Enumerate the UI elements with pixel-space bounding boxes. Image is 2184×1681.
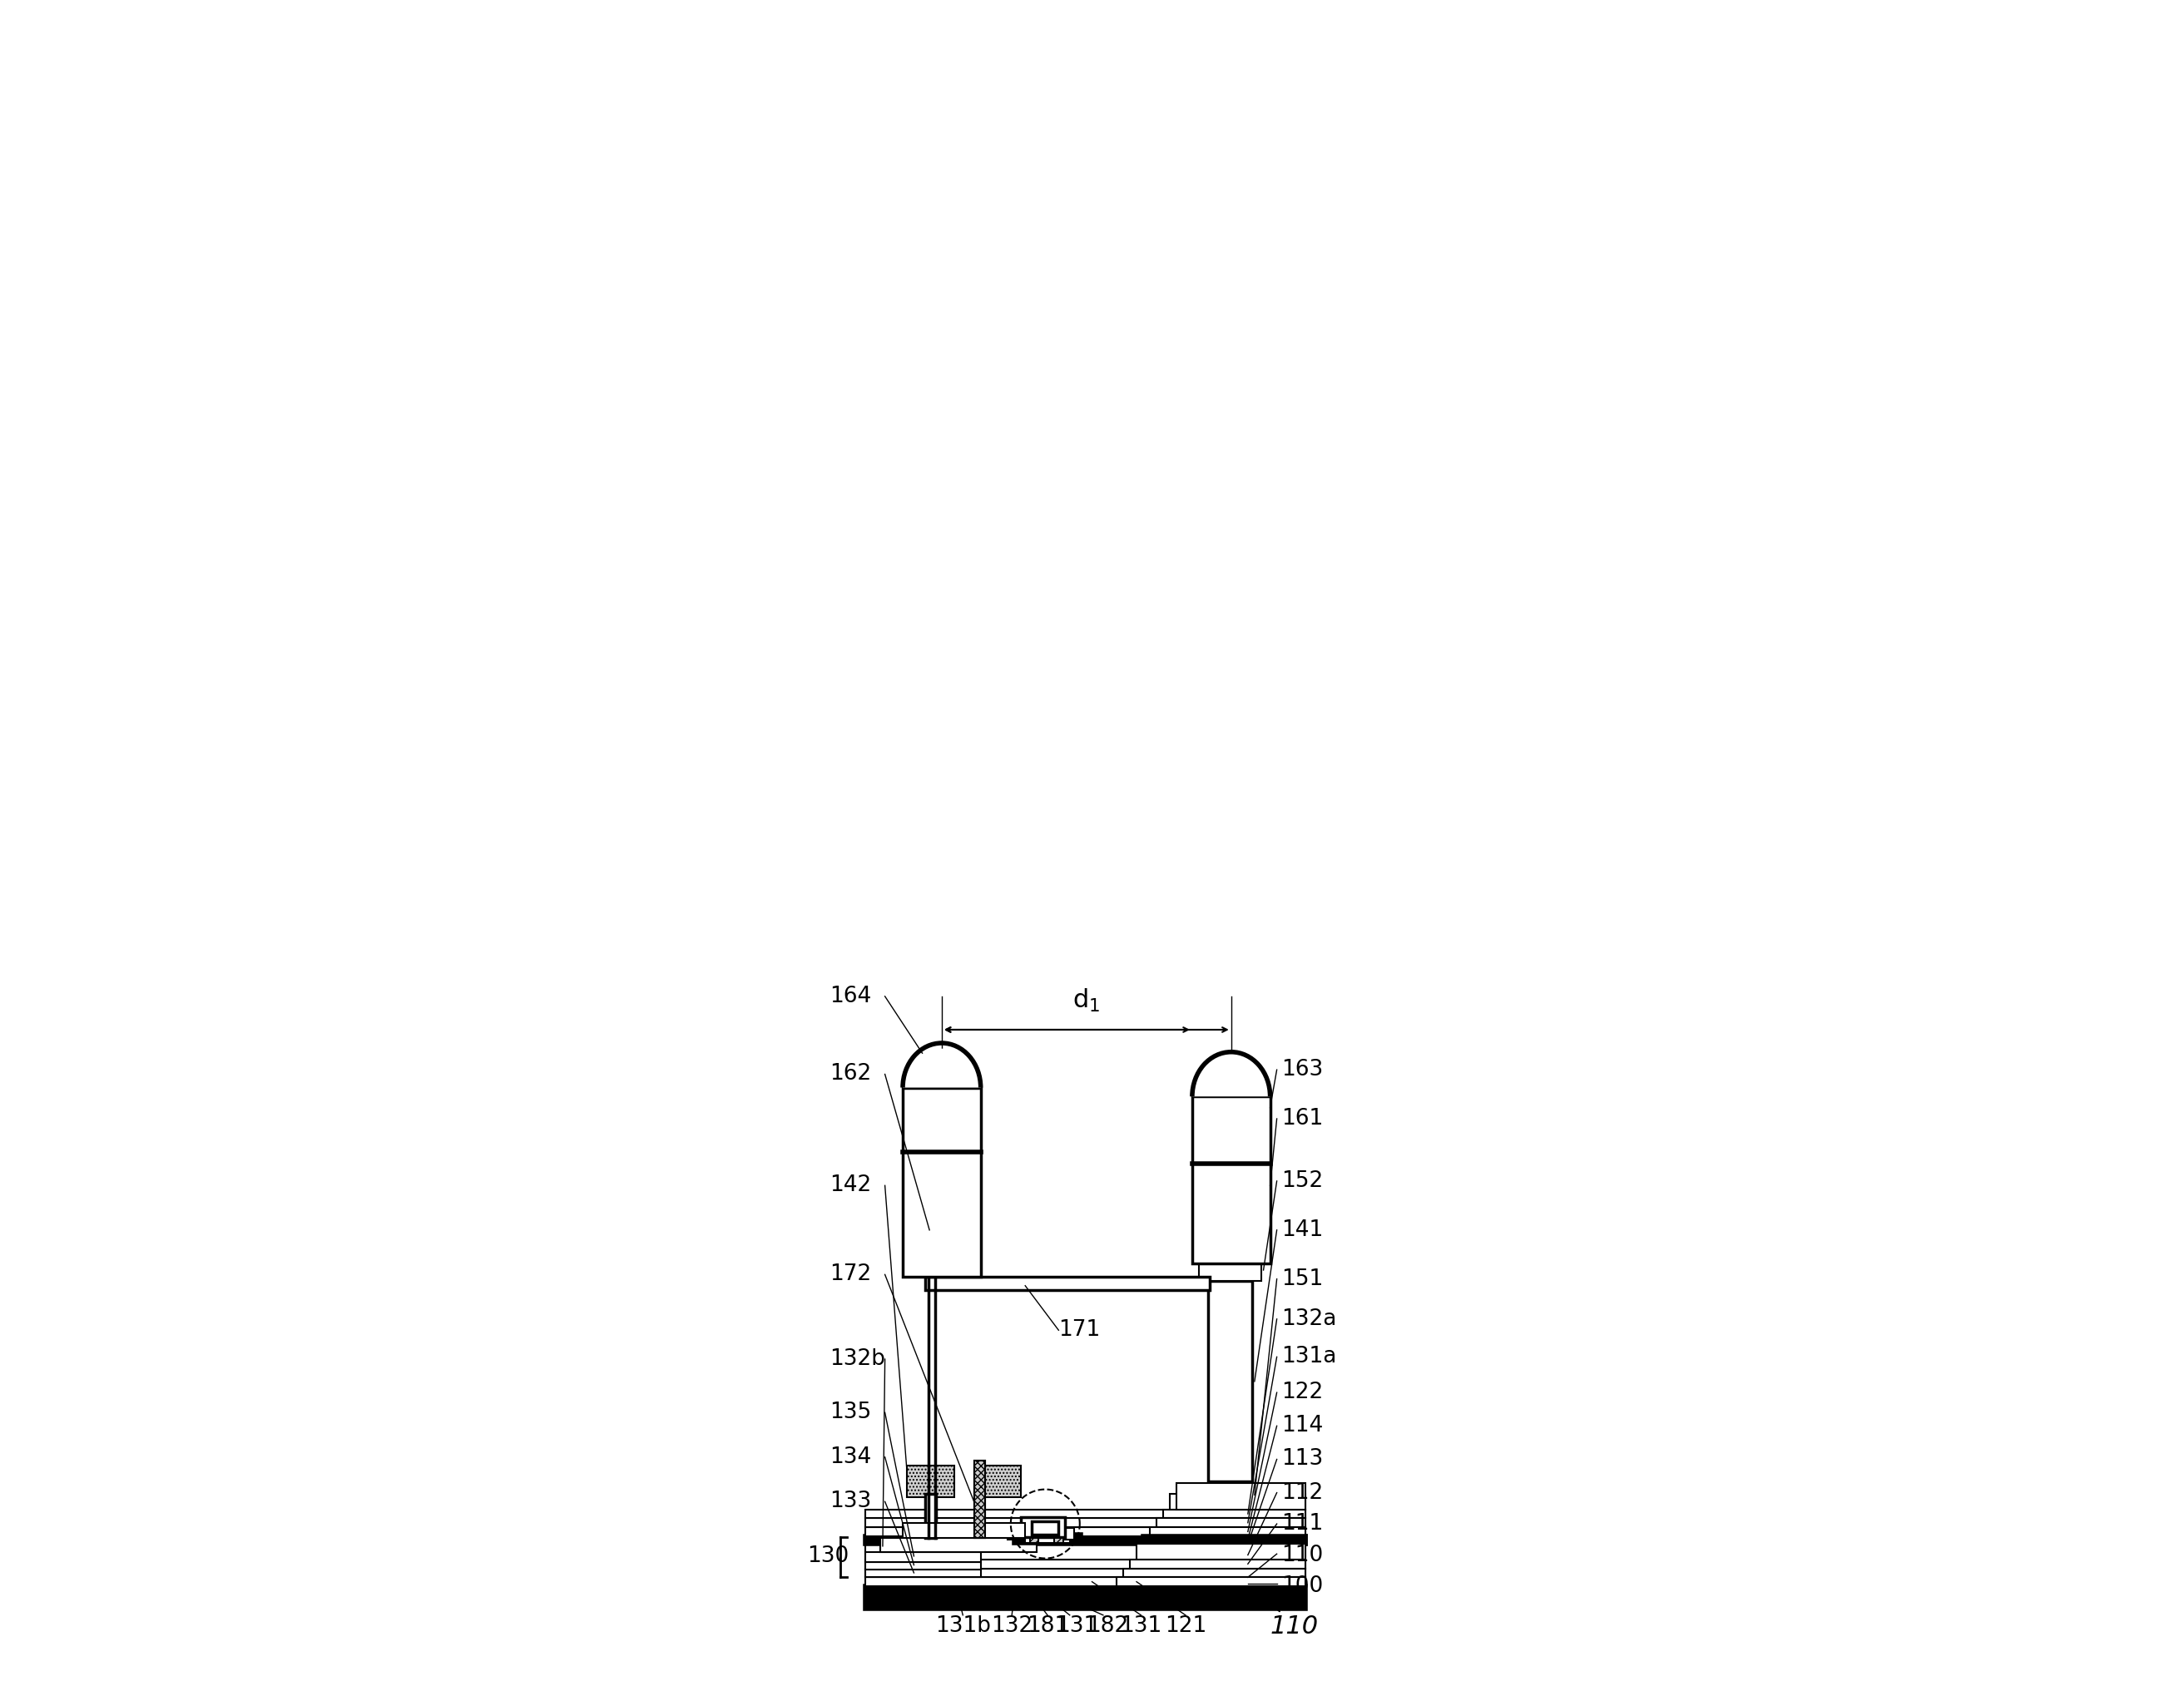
Text: 162: 162: [830, 1064, 871, 1084]
FancyBboxPatch shape: [880, 1538, 1037, 1552]
FancyBboxPatch shape: [865, 1587, 1306, 1609]
Text: 161: 161: [1282, 1108, 1324, 1130]
Text: 135: 135: [830, 1402, 871, 1424]
Text: 172: 172: [830, 1264, 871, 1286]
FancyBboxPatch shape: [906, 1466, 954, 1498]
Wedge shape: [902, 1049, 981, 1088]
Text: 171: 171: [1059, 1320, 1101, 1341]
Text: 181: 181: [1026, 1615, 1068, 1637]
FancyBboxPatch shape: [1055, 1538, 1064, 1543]
FancyBboxPatch shape: [865, 1570, 981, 1577]
FancyBboxPatch shape: [1064, 1528, 1075, 1540]
FancyBboxPatch shape: [865, 1518, 1306, 1528]
Text: 112: 112: [1282, 1483, 1324, 1503]
Text: 114: 114: [1282, 1415, 1324, 1437]
FancyBboxPatch shape: [974, 1461, 985, 1538]
Text: 131b: 131b: [935, 1615, 992, 1637]
Text: 131: 131: [1120, 1615, 1162, 1637]
FancyBboxPatch shape: [1020, 1518, 1066, 1536]
FancyBboxPatch shape: [926, 1494, 937, 1538]
FancyBboxPatch shape: [1024, 1528, 1070, 1543]
FancyBboxPatch shape: [1177, 1483, 1306, 1510]
FancyBboxPatch shape: [865, 1510, 1306, 1518]
Text: 121: 121: [1164, 1615, 1206, 1637]
FancyBboxPatch shape: [1151, 1528, 1306, 1536]
FancyBboxPatch shape: [865, 1528, 1306, 1536]
FancyBboxPatch shape: [865, 1577, 1306, 1587]
Text: 141: 141: [1282, 1219, 1324, 1241]
FancyBboxPatch shape: [1192, 1096, 1271, 1264]
FancyBboxPatch shape: [1031, 1521, 1059, 1535]
Text: 122: 122: [1282, 1382, 1324, 1404]
FancyBboxPatch shape: [974, 1466, 1020, 1498]
FancyBboxPatch shape: [1158, 1518, 1306, 1528]
FancyBboxPatch shape: [865, 1552, 981, 1562]
FancyBboxPatch shape: [1116, 1577, 1306, 1587]
Text: 100: 100: [1282, 1575, 1324, 1597]
Text: 133: 133: [830, 1491, 871, 1513]
FancyBboxPatch shape: [1136, 1543, 1306, 1560]
Text: 110: 110: [1282, 1545, 1324, 1565]
Text: 130: 130: [808, 1545, 850, 1567]
FancyBboxPatch shape: [1129, 1560, 1306, 1568]
Text: 132: 132: [992, 1615, 1033, 1637]
FancyBboxPatch shape: [865, 1536, 1306, 1543]
FancyBboxPatch shape: [1029, 1538, 1040, 1543]
FancyBboxPatch shape: [902, 1523, 1024, 1538]
FancyBboxPatch shape: [926, 1494, 937, 1538]
FancyBboxPatch shape: [1199, 1264, 1260, 1281]
FancyBboxPatch shape: [1123, 1568, 1306, 1577]
FancyBboxPatch shape: [865, 1543, 1306, 1560]
FancyBboxPatch shape: [926, 1278, 1210, 1289]
Text: 131a: 131a: [1282, 1346, 1337, 1368]
FancyBboxPatch shape: [865, 1568, 1306, 1577]
FancyBboxPatch shape: [1142, 1536, 1306, 1543]
FancyBboxPatch shape: [974, 1461, 985, 1538]
Text: 113: 113: [1282, 1449, 1324, 1471]
FancyBboxPatch shape: [865, 1562, 981, 1570]
Text: 142: 142: [830, 1175, 871, 1197]
Text: d$_1$: d$_1$: [1072, 987, 1101, 1014]
Text: 163: 163: [1282, 1059, 1324, 1081]
FancyBboxPatch shape: [1171, 1494, 1306, 1510]
Text: 131: 131: [1055, 1615, 1096, 1637]
Text: 152: 152: [1282, 1170, 1324, 1192]
FancyBboxPatch shape: [902, 1088, 981, 1278]
FancyBboxPatch shape: [1164, 1510, 1306, 1518]
FancyBboxPatch shape: [1013, 1535, 1081, 1543]
Text: 182: 182: [1088, 1615, 1129, 1637]
Text: 151: 151: [1282, 1267, 1324, 1289]
Wedge shape: [1192, 1057, 1271, 1096]
Text: 111: 111: [1282, 1513, 1324, 1535]
Text: 132a: 132a: [1282, 1308, 1337, 1330]
Text: 134: 134: [830, 1446, 871, 1468]
Text: 110: 110: [1271, 1614, 1319, 1639]
FancyBboxPatch shape: [1208, 1281, 1251, 1481]
FancyBboxPatch shape: [1007, 1528, 1018, 1540]
Text: 164: 164: [830, 985, 871, 1007]
Text: 132b: 132b: [830, 1348, 885, 1370]
FancyBboxPatch shape: [865, 1560, 1306, 1568]
